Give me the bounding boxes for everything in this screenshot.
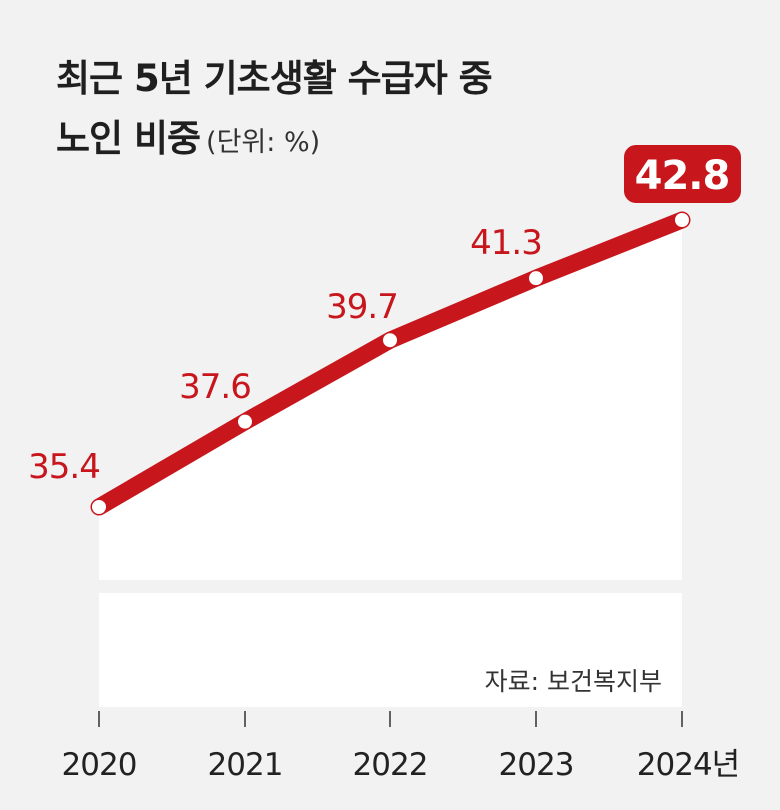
data-label-2023: 41.3 [470,223,542,263]
data-point-2024 [675,213,689,227]
x-tick-label-2021: 2021 [208,747,283,783]
x-tick-label-2022: 2022 [353,747,428,783]
x-tick-label-2024: 2024년 [637,747,739,783]
data-point-2022 [383,333,397,348]
highlight-value-box [624,145,741,203]
chart-title-line-2-text: 노인 비중 [56,117,201,160]
data-label-2020: 35.4 [28,447,100,487]
plot-lower-band [99,593,682,707]
x-tick-label-2023: 2023 [499,747,574,783]
data-point-2020 [92,500,106,514]
source-note: 자료: 보건복지부 [485,667,662,696]
data-point-2023 [529,271,543,286]
plot-area-fill [99,220,682,580]
chart-title-line-2: 노인 비중 (단위: %) [56,108,320,162]
data-label-2024: 42.8 [635,153,730,199]
chart-title-line-1: 최근 5년 기초생활 수급자 중 [56,57,493,100]
data-label-2021: 37.6 [179,367,251,407]
unit-note: (단위: %) [206,127,321,158]
data-point-2021 [238,414,252,429]
data-label-2022: 39.7 [326,287,398,327]
x-tick-label-2020: 2020 [62,747,137,783]
